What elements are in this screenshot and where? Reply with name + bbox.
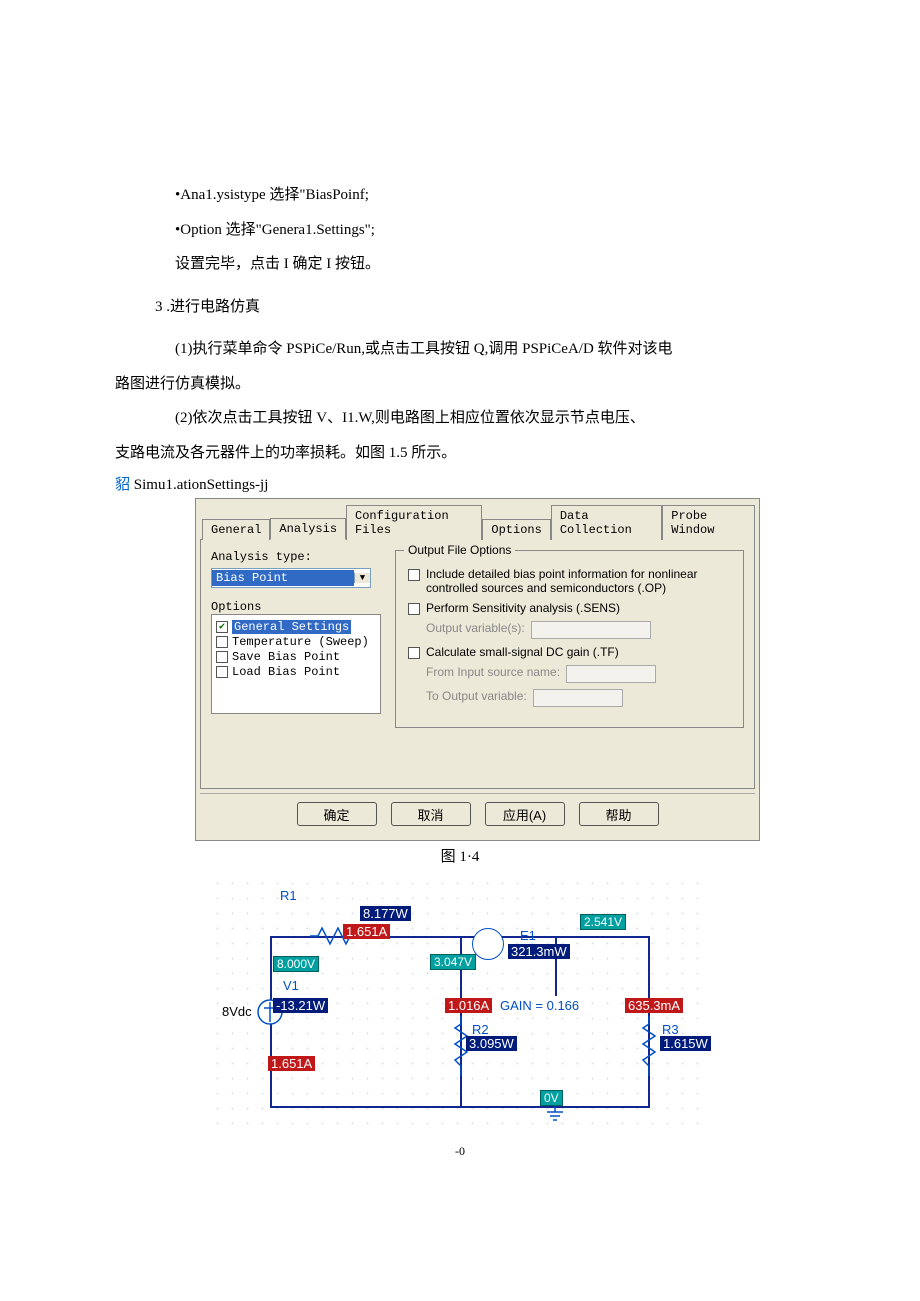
checkbox-icon[interactable]: [408, 569, 420, 581]
checkbox-icon[interactable]: [216, 636, 228, 648]
option-save-bias-point[interactable]: Save Bias Point: [216, 650, 376, 664]
checkbox-icon[interactable]: [408, 647, 420, 659]
apply-button[interactable]: 应用(A): [485, 802, 565, 826]
text-line: 路图进行仿真模拟。: [115, 370, 805, 399]
text-line: •Option 选择"Genera1.Settings";: [115, 216, 805, 245]
option-general-settings[interactable]: ✔ General Settings: [216, 620, 376, 634]
opt-include-detailed[interactable]: Include detailed bias point information …: [408, 567, 731, 595]
simulation-settings-dialog: General Analysis Configuration Files Opt…: [195, 498, 760, 841]
current-box: 1.016A: [445, 998, 492, 1013]
cancel-button[interactable]: 取消: [391, 802, 471, 826]
power-box: 3.095W: [466, 1036, 517, 1051]
tab-body: Analysis type: Bias Point ▼ Options ✔ Ge…: [200, 539, 755, 789]
checkbox-icon[interactable]: [216, 651, 228, 663]
tab-configuration-files[interactable]: Configuration Files: [346, 505, 482, 540]
chevron-down-icon[interactable]: ▼: [354, 573, 370, 583]
group-legend: Output File Options: [404, 543, 515, 557]
option-load-bias-point[interactable]: Load Bias Point: [216, 665, 376, 679]
output-file-options-group: Output File Options Include detailed bia…: [395, 550, 744, 728]
circuit-diagram: R1 V1 8Vdc E1 R2 R3 GAIN = 0.166 8.177W …: [210, 876, 710, 1136]
current-box: 635.3mA: [625, 998, 683, 1013]
opt-label: Include detailed bias point information …: [426, 567, 731, 595]
current-box: 1.651A: [343, 924, 390, 939]
ground-icon: [545, 1106, 565, 1126]
text-line: •Ana1.ysistype 选择"BiasPoinf;: [115, 181, 805, 210]
output-variables-label: Output variable(s):: [426, 621, 525, 635]
output-variables-input: [531, 621, 651, 639]
dialog-title-line: 貂 Simu1.ationSettings-jj: [115, 473, 805, 494]
text-line: (2)依次点击工具按钮 V、I1.W,则电路图上相应位置依次显示节点电压、: [115, 404, 805, 433]
tab-options[interactable]: Options: [482, 519, 550, 540]
help-button[interactable]: 帮助: [579, 802, 659, 826]
title-text: Simu1.ationSettings-jj: [130, 477, 268, 493]
tab-data-collection[interactable]: Data Collection: [551, 505, 662, 540]
label-e1: E1: [520, 928, 536, 943]
to-output-label: To Output variable:: [426, 689, 527, 703]
to-output-field: [533, 689, 623, 707]
resistor-icon: [641, 1016, 657, 1076]
label-gain: GAIN = 0.166: [500, 998, 579, 1013]
dialog-buttons: 确定 取消 应用(A) 帮助: [200, 793, 755, 836]
option-label: General Settings: [232, 620, 351, 634]
numbered-item: 3 .进行电路仿真: [155, 293, 805, 322]
checkbox-icon[interactable]: ✔: [216, 621, 228, 633]
power-box: 321.3mW: [508, 944, 570, 959]
voltage-box: 8.000V: [273, 956, 319, 972]
current-box: 1.651A: [268, 1056, 315, 1071]
from-input-field: [566, 665, 656, 683]
option-label: Save Bias Point: [232, 650, 340, 664]
title-prefix: 貂: [115, 477, 130, 493]
option-label: Temperature (Sweep): [232, 635, 369, 649]
text-line: (1)执行菜单命令 PSPiCe/Run,或点击工具按钮 Q,调用 PSPiCe…: [115, 335, 805, 364]
from-input-row: From Input source name:: [426, 665, 731, 683]
power-box: 8.177W: [360, 906, 411, 921]
opt-label: Calculate small-signal DC gain (.TF): [426, 645, 619, 659]
text-line: 设置完毕，点击 I 确定 I 按钮。: [115, 250, 805, 279]
analysis-type-label: Analysis type:: [211, 550, 381, 564]
controlled-source-icon: [472, 928, 504, 960]
voltage-box: 0V: [540, 1090, 563, 1106]
label-r1: R1: [280, 888, 297, 903]
tab-general[interactable]: General: [202, 519, 270, 540]
ok-button[interactable]: 确定: [297, 802, 377, 826]
tab-analysis[interactable]: Analysis: [270, 518, 346, 540]
label-v1: V1: [283, 978, 299, 993]
combo-value: Bias Point: [212, 570, 354, 586]
voltage-box: 2.541V: [580, 914, 626, 930]
option-label: Load Bias Point: [232, 665, 340, 679]
tab-probe-window[interactable]: Probe Window: [662, 505, 755, 540]
text-line: 支路电流及各元器件上的功率损耗。如图 1.5 所示。: [115, 439, 805, 468]
checkbox-icon[interactable]: [408, 603, 420, 615]
page-number: -0: [115, 1144, 805, 1159]
voltage-box: 3.047V: [430, 954, 476, 970]
options-label: Options: [211, 600, 381, 614]
analysis-type-combo[interactable]: Bias Point ▼: [211, 568, 371, 588]
option-temperature-sweep[interactable]: Temperature (Sweep): [216, 635, 376, 649]
figure-caption: 图 1·4: [115, 845, 805, 866]
opt-dc-gain[interactable]: Calculate small-signal DC gain (.TF): [408, 645, 731, 659]
tab-strip: General Analysis Configuration Files Opt…: [196, 499, 759, 540]
from-input-label: From Input source name:: [426, 665, 560, 679]
to-output-row: To Output variable:: [426, 689, 731, 707]
page: •Ana1.ysistype 选择"BiasPoinf; •Option 选择"…: [0, 0, 920, 1211]
output-variables-row: Output variable(s):: [426, 621, 731, 639]
options-list: ✔ General Settings Temperature (Sweep) S…: [211, 614, 381, 714]
label-r2: R2: [472, 1022, 489, 1037]
checkbox-icon[interactable]: [216, 666, 228, 678]
left-column: Analysis type: Bias Point ▼ Options ✔ Ge…: [211, 550, 381, 728]
label-r3: R3: [662, 1022, 679, 1037]
power-box: 1.615W: [660, 1036, 711, 1051]
opt-sensitivity[interactable]: Perform Sensitivity analysis (.SENS): [408, 601, 731, 615]
label-vdc: 8Vdc: [222, 1004, 252, 1019]
opt-label: Perform Sensitivity analysis (.SENS): [426, 601, 620, 615]
power-box: -13.21W: [273, 998, 328, 1013]
